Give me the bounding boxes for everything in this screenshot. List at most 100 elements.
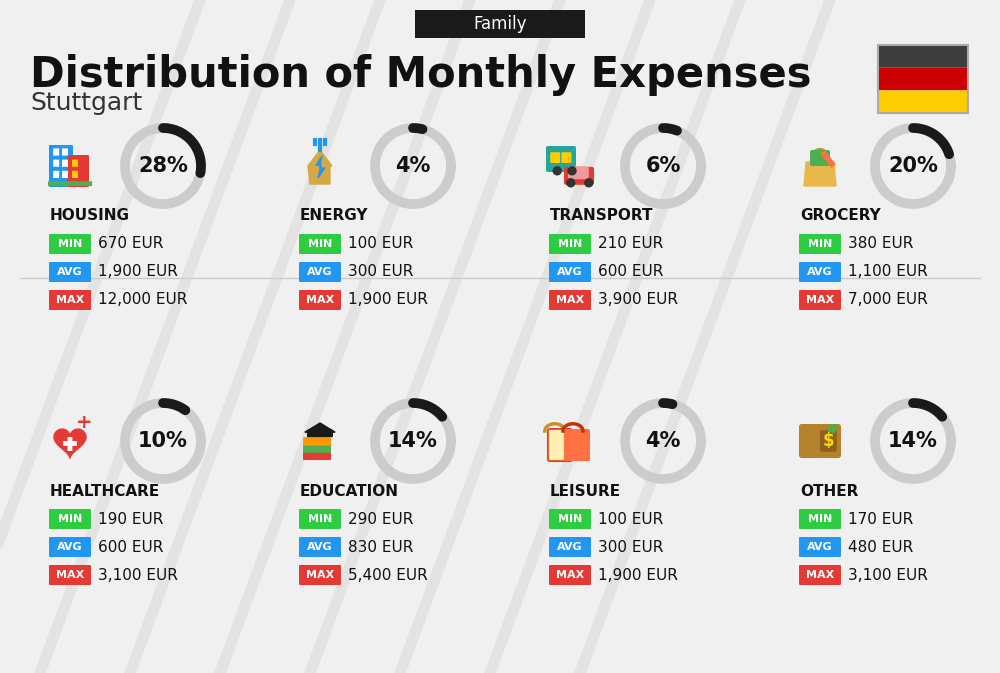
Text: MIN: MIN [808, 514, 832, 524]
Text: MAX: MAX [806, 295, 834, 305]
Text: +: + [76, 413, 92, 433]
FancyBboxPatch shape [49, 262, 91, 282]
Text: AVG: AVG [307, 267, 333, 277]
Text: 3,100 EUR: 3,100 EUR [98, 567, 178, 583]
Text: MAX: MAX [56, 295, 84, 305]
FancyBboxPatch shape [415, 10, 585, 38]
FancyBboxPatch shape [878, 68, 968, 90]
Text: Distribution of Monthly Expenses: Distribution of Monthly Expenses [30, 54, 812, 96]
Text: TRANSPORT: TRANSPORT [550, 209, 654, 223]
Text: Family: Family [473, 15, 527, 33]
FancyBboxPatch shape [550, 152, 560, 163]
Text: MIN: MIN [308, 514, 332, 524]
FancyBboxPatch shape [62, 160, 68, 167]
FancyBboxPatch shape [799, 424, 841, 458]
Circle shape [553, 167, 561, 175]
Text: 28%: 28% [138, 156, 188, 176]
FancyBboxPatch shape [299, 537, 341, 557]
Text: MIN: MIN [308, 239, 332, 249]
Text: MAX: MAX [56, 570, 84, 580]
FancyBboxPatch shape [72, 171, 78, 178]
Text: 20%: 20% [888, 156, 938, 176]
FancyBboxPatch shape [299, 262, 341, 282]
Text: AVG: AVG [57, 267, 83, 277]
Polygon shape [804, 162, 836, 186]
Text: $: $ [823, 432, 834, 450]
FancyBboxPatch shape [49, 537, 91, 557]
FancyBboxPatch shape [299, 509, 341, 529]
Text: 4%: 4% [645, 431, 681, 451]
Text: AVG: AVG [557, 542, 583, 552]
Text: MIN: MIN [808, 239, 832, 249]
Text: 6%: 6% [645, 156, 681, 176]
FancyBboxPatch shape [820, 430, 837, 452]
Text: 1,900 EUR: 1,900 EUR [98, 264, 178, 279]
Text: AVG: AVG [807, 267, 833, 277]
FancyBboxPatch shape [799, 509, 841, 529]
FancyBboxPatch shape [67, 155, 89, 187]
Text: 170 EUR: 170 EUR [848, 511, 913, 526]
FancyBboxPatch shape [546, 146, 576, 172]
Text: 300 EUR: 300 EUR [598, 540, 663, 555]
Text: AVG: AVG [307, 542, 333, 552]
Text: MAX: MAX [306, 570, 334, 580]
FancyBboxPatch shape [299, 290, 341, 310]
FancyBboxPatch shape [564, 167, 594, 185]
FancyBboxPatch shape [799, 537, 841, 557]
FancyBboxPatch shape [303, 452, 331, 460]
FancyBboxPatch shape [303, 444, 331, 453]
Polygon shape [308, 150, 332, 184]
FancyBboxPatch shape [62, 149, 68, 155]
FancyBboxPatch shape [49, 234, 91, 254]
FancyBboxPatch shape [548, 429, 572, 461]
Text: 190 EUR: 190 EUR [98, 511, 163, 526]
FancyBboxPatch shape [53, 171, 59, 178]
Text: 600 EUR: 600 EUR [598, 264, 663, 279]
FancyBboxPatch shape [564, 429, 590, 461]
FancyBboxPatch shape [49, 145, 73, 187]
Circle shape [568, 167, 576, 175]
Text: 480 EUR: 480 EUR [848, 540, 913, 555]
Text: 14%: 14% [388, 431, 438, 451]
Text: 14%: 14% [888, 431, 938, 451]
Text: 380 EUR: 380 EUR [848, 236, 913, 252]
Text: 100 EUR: 100 EUR [348, 236, 413, 252]
Text: 1,100 EUR: 1,100 EUR [848, 264, 928, 279]
FancyBboxPatch shape [799, 262, 841, 282]
FancyBboxPatch shape [799, 290, 841, 310]
Text: 10%: 10% [138, 431, 188, 451]
Text: 290 EUR: 290 EUR [348, 511, 413, 526]
Text: MIN: MIN [58, 514, 82, 524]
Text: MAX: MAX [806, 570, 834, 580]
Text: 300 EUR: 300 EUR [348, 264, 413, 279]
FancyBboxPatch shape [62, 171, 68, 178]
Text: 12,000 EUR: 12,000 EUR [98, 293, 187, 308]
Text: ENERGY: ENERGY [300, 209, 368, 223]
Text: 830 EUR: 830 EUR [348, 540, 413, 555]
FancyBboxPatch shape [299, 565, 341, 585]
Text: MAX: MAX [306, 295, 334, 305]
Text: GROCERY: GROCERY [800, 209, 881, 223]
FancyBboxPatch shape [49, 565, 91, 585]
FancyBboxPatch shape [53, 160, 59, 167]
FancyBboxPatch shape [810, 150, 830, 166]
FancyBboxPatch shape [549, 290, 591, 310]
Text: 100 EUR: 100 EUR [598, 511, 663, 526]
FancyBboxPatch shape [53, 149, 59, 155]
Text: 1,900 EUR: 1,900 EUR [598, 567, 678, 583]
Text: 5,400 EUR: 5,400 EUR [348, 567, 428, 583]
FancyBboxPatch shape [307, 429, 333, 437]
FancyBboxPatch shape [878, 90, 968, 113]
Text: 600 EUR: 600 EUR [98, 540, 163, 555]
FancyBboxPatch shape [72, 160, 78, 167]
FancyBboxPatch shape [568, 166, 589, 179]
FancyBboxPatch shape [549, 537, 591, 557]
Text: 1,900 EUR: 1,900 EUR [348, 293, 428, 308]
Text: AVG: AVG [557, 267, 583, 277]
Circle shape [585, 179, 593, 187]
Text: 3,900 EUR: 3,900 EUR [598, 293, 678, 308]
FancyBboxPatch shape [303, 437, 331, 446]
Text: 670 EUR: 670 EUR [98, 236, 163, 252]
Text: EDUCATION: EDUCATION [300, 483, 399, 499]
Text: 4%: 4% [395, 156, 431, 176]
